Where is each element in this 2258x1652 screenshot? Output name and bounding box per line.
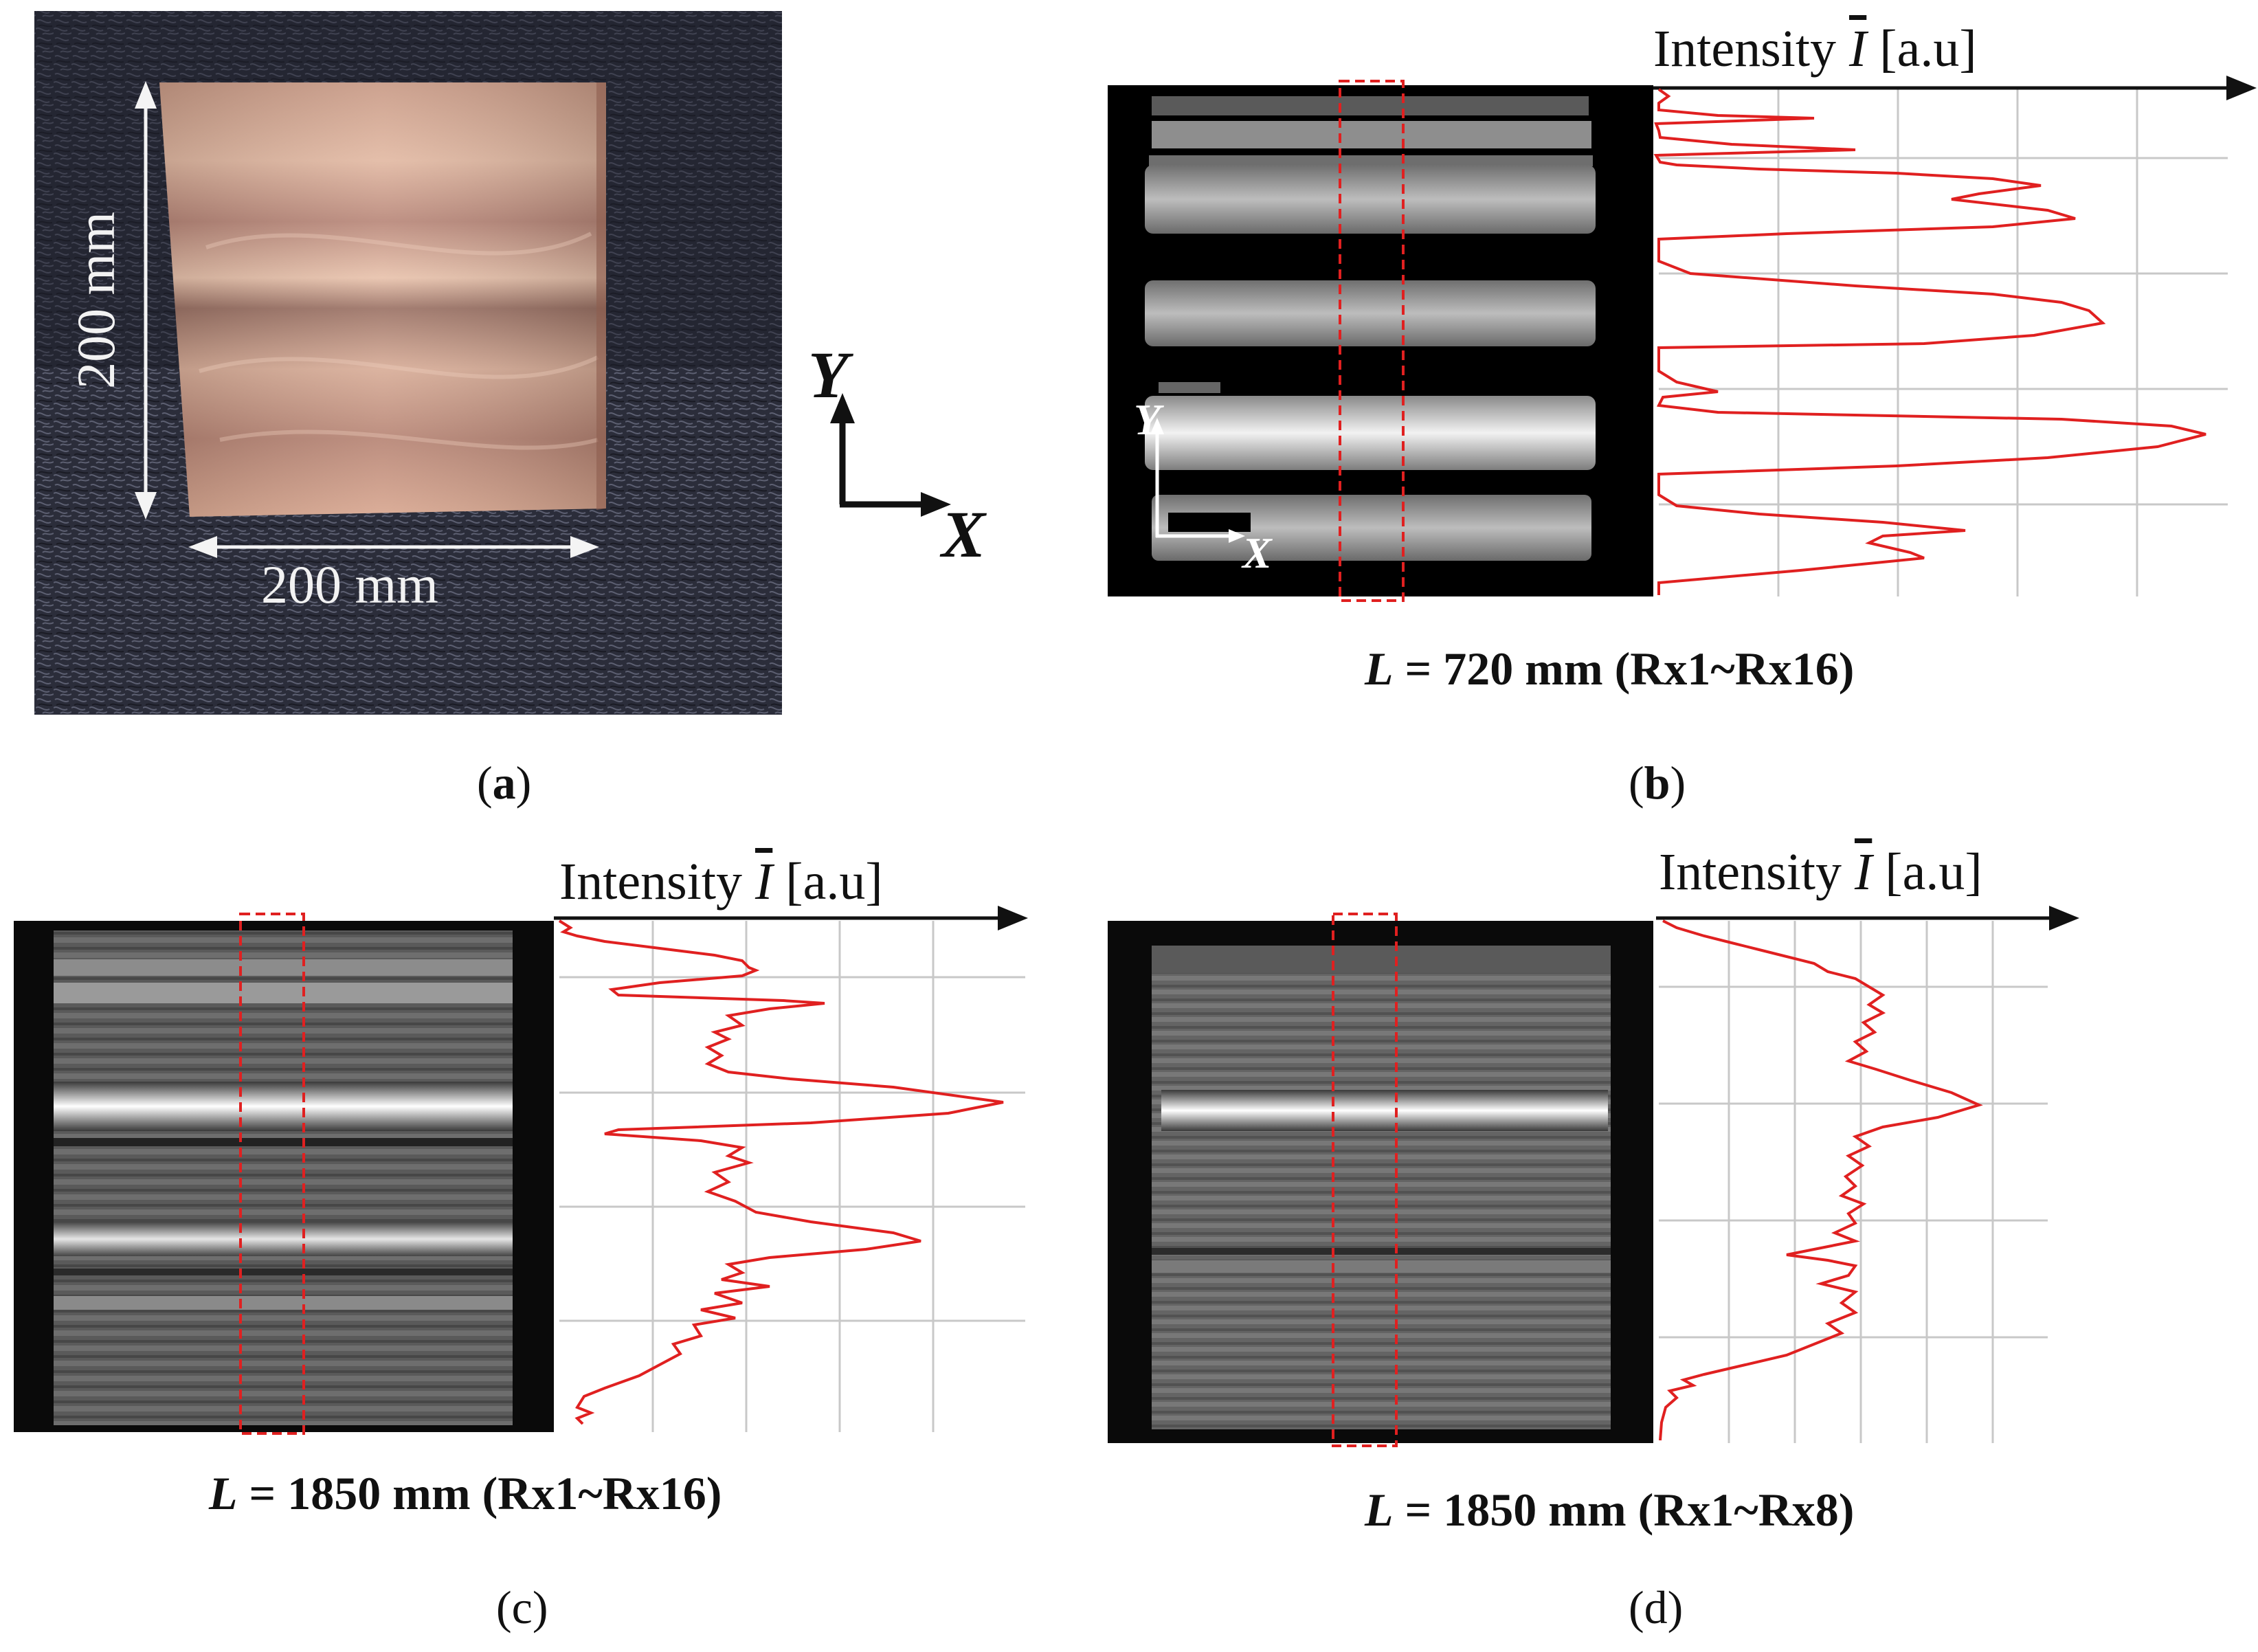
coord-axis-x-label: X [941,498,986,571]
grid-d [1659,921,2048,1443]
axis-title-text-b: Intensity [1653,20,1849,78]
axis-title-symbol-c: I [754,853,773,911]
caption-c-var: L [209,1467,238,1519]
panel-b-image [1108,80,1653,602]
intensity-profile-c [558,919,1004,1425]
axis-title-symbol-d: I [1854,843,1873,901]
grid-c [559,921,1025,1432]
roi-box-d [1332,913,1398,1447]
inset-axis-x-label: X [1242,528,1272,577]
intensity-axis-title-d: Intensity I [a.u] [1659,842,1982,902]
caption-c: L = 1850 mm (Rx1~Rx16) [209,1466,722,1521]
panel-d-image [1108,913,1653,1447]
caption-b: L = 720 mm (Rx1~Rx16) [1365,642,1854,696]
caption-c-text: = 1850 mm (Rx1~Rx16) [237,1467,722,1519]
panel-d-plot [1656,906,2079,1443]
roi-box-c [239,913,305,1435]
intensity-axis-title-b: Intensity I [a.u] [1653,19,1977,79]
caption-d: L = 1850 mm (Rx1~Rx8) [1365,1483,1854,1537]
dimension-arrow-horizontal [188,536,599,558]
panel-b-plot [1653,76,2257,596]
axis-title-unit-d: [a.u] [1885,843,1982,901]
caption-b-var: L [1365,643,1394,695]
axis-title-text-d: Intensity [1659,843,1855,901]
caption-d-var: L [1365,1484,1394,1536]
axis-title-unit-b: [a.u] [1879,20,1977,78]
intensity-profile-b [1653,88,2206,595]
coordinate-axes [830,393,951,517]
panel-label-d: (d) [1629,1581,1684,1633]
caption-d-text: = 1850 mm (Rx1~Rx8) [1393,1484,1855,1536]
panel-label-b: (b) [1629,757,1686,809]
roi-box-b [1339,80,1405,602]
panel-label-c: (c) [496,1581,548,1633]
axis-title-text-c: Intensity [559,853,755,911]
panel-c-image [14,913,554,1435]
copper-plate [159,82,606,517]
axis-title-symbol-b: I [1848,20,1867,78]
caption-b-text: = 720 mm (Rx1~Rx16) [1393,643,1855,695]
dimension-arrow-vertical [135,81,157,520]
dimension-label-horizontal: 200 mm [261,555,438,614]
dimension-label-vertical: 200 mm [66,212,126,389]
axis-title-unit-c: [a.u] [785,853,883,911]
coord-axis-y-label: Y [808,338,849,412]
panel-a-photo [34,11,782,715]
intensity-axis-title-c: Intensity I [a.u] [559,852,883,912]
panel-label-a: (a) [477,757,532,809]
panel-c-plot [554,906,1028,1432]
inset-axis-y-label: Y [1134,395,1161,444]
intensity-profile-d [1659,919,1983,1441]
inset-axes-b [1150,418,1245,543]
